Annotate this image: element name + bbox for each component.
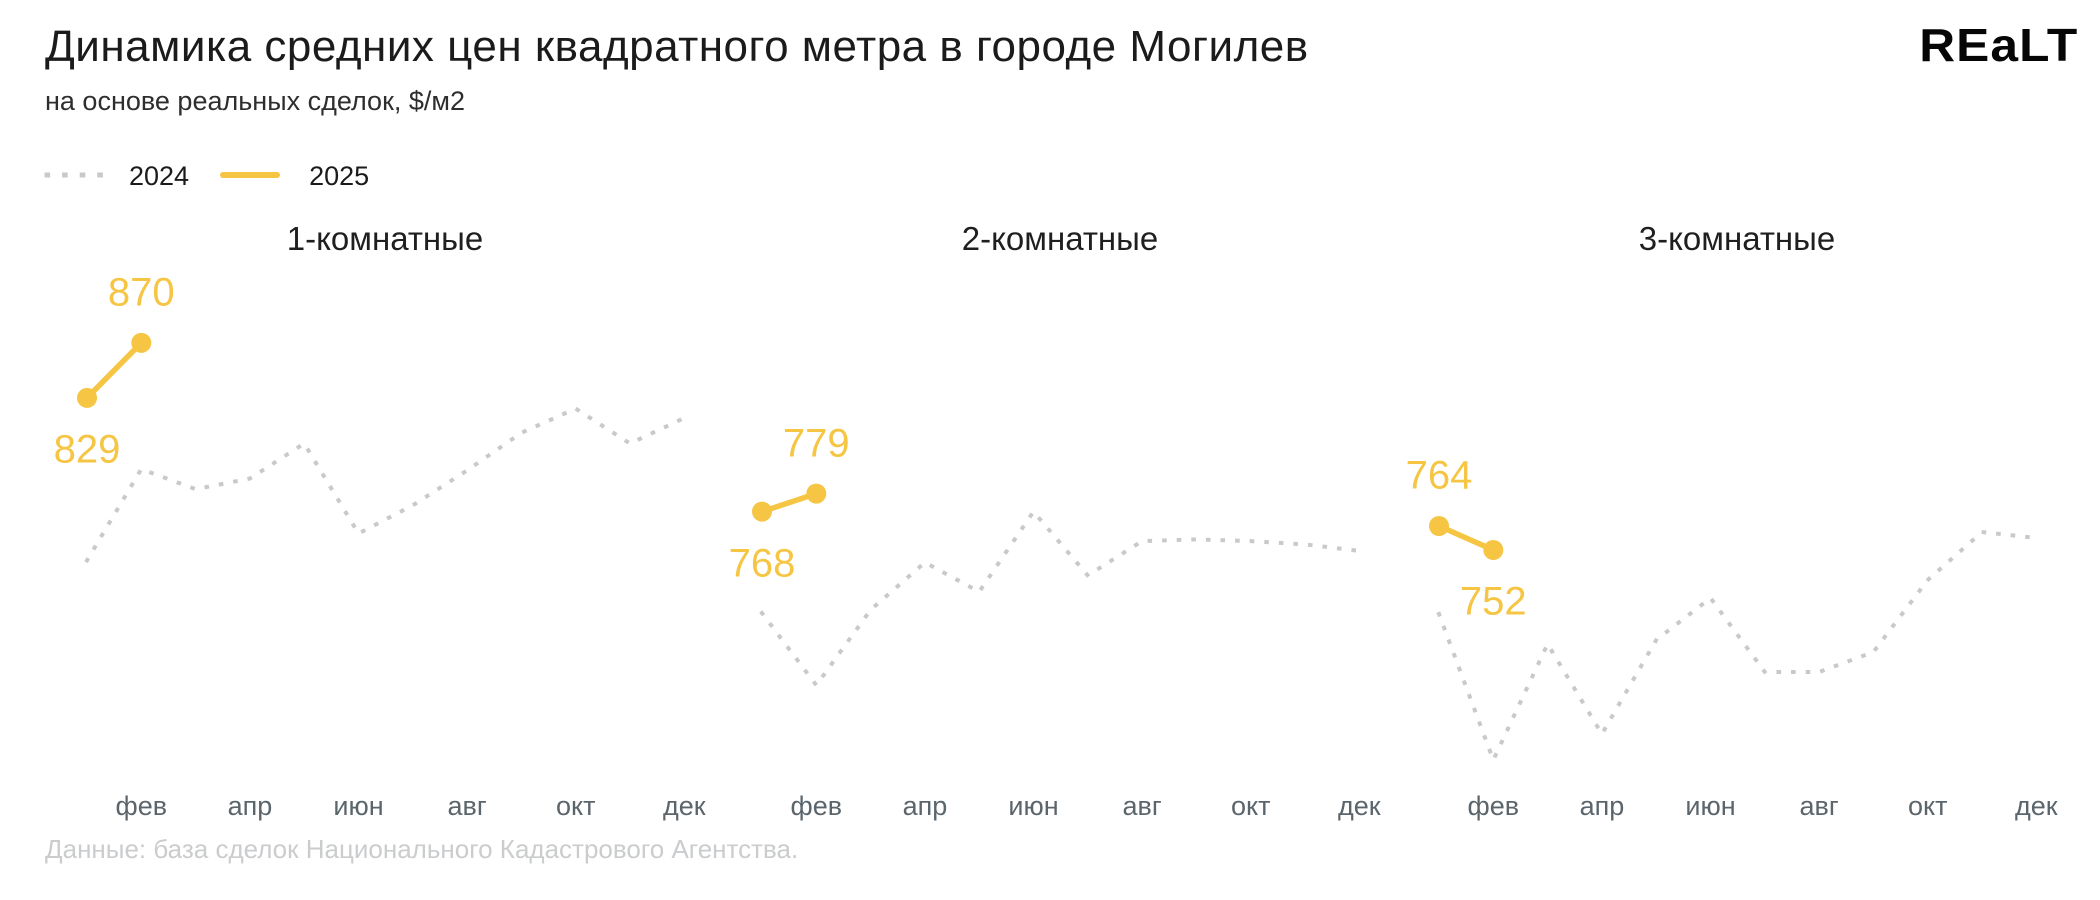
panel-2-2025-point-янв — [752, 501, 772, 522]
panel-1-x-tick-окт: окт — [555, 791, 596, 821]
panel-1-value-label-829: 829 — [53, 427, 121, 472]
panel-2-value-label-768: 768 — [728, 541, 796, 586]
panel-3-series-2024-line — [1436, 529, 2039, 766]
panel-3-value-label-752: 752 — [1459, 579, 1527, 624]
panel-2-x-tick-окт: окт — [1230, 791, 1271, 821]
data-source-note: Данные: база сделок Национального Кадаст… — [45, 834, 799, 864]
panel-1-2025-point-фев — [131, 332, 152, 353]
panel-2-x-tick-фев: фев — [790, 791, 843, 821]
panel-title-2-room: 2-комнатные — [961, 220, 1159, 257]
panel-2-x-tick-дек: дек — [1338, 791, 1381, 821]
panel-1-x-tick-июн: июн — [333, 791, 384, 821]
panel-1-series-2024-line — [84, 406, 687, 564]
panel-2-2025-point-фев — [806, 483, 827, 504]
panel-1-x-tick-дек: дек — [663, 791, 706, 821]
panel-3-x-tick-авг: авг — [1799, 791, 1839, 821]
panel-2-x-tick-апр: апр — [902, 791, 948, 821]
panel-1-value-label-870: 870 — [107, 270, 175, 315]
panel-3-2025-point-янв — [1429, 516, 1449, 536]
legend-label-2025: 2025 — [309, 160, 370, 191]
panel-title-1-room: 1-комнатные — [286, 220, 484, 257]
panel-2-series-2024-line — [759, 508, 1362, 689]
panel-3-x-tick-фев: фев — [1467, 791, 1520, 821]
panel-1-x-tick-апр: апр — [227, 791, 273, 821]
panel-1-2025-point-янв — [77, 387, 97, 408]
panel-2-x-tick-авг: авг — [1122, 791, 1162, 821]
realt-logo: REaLT — [1918, 19, 2078, 71]
legend-label-2024: 2024 — [129, 160, 190, 191]
panel-3-x-tick-дек: дек — [2015, 791, 2058, 821]
panel-3-x-tick-апр: апр — [1579, 791, 1625, 821]
panel-3-2025-point-фев — [1483, 540, 1504, 560]
panel-1-series-2025-line — [84, 340, 145, 401]
panel-title-3-room: 3-комнатные — [1638, 220, 1836, 257]
panel-1-x-tick-фев: фев — [115, 791, 168, 821]
panel-3-x-tick-июн: июн — [1685, 791, 1736, 821]
panel-2-value-label-779: 779 — [782, 421, 850, 466]
legend-solid-swatch-icon — [219, 167, 281, 185]
panel-1-x-tick-авг: авг — [447, 791, 487, 821]
chart-legend: 2024 2025 — [43, 158, 369, 194]
panel-2-x-tick-июн: июн — [1008, 791, 1059, 821]
panel-3-value-label-764: 764 — [1405, 453, 1473, 498]
page-subtitle: на основе реальных сделок, $/м2 — [45, 86, 465, 116]
page-title: Динамика средних цен квадратного метра в… — [45, 22, 1309, 71]
panel-3-x-tick-окт: окт — [1907, 791, 1948, 821]
